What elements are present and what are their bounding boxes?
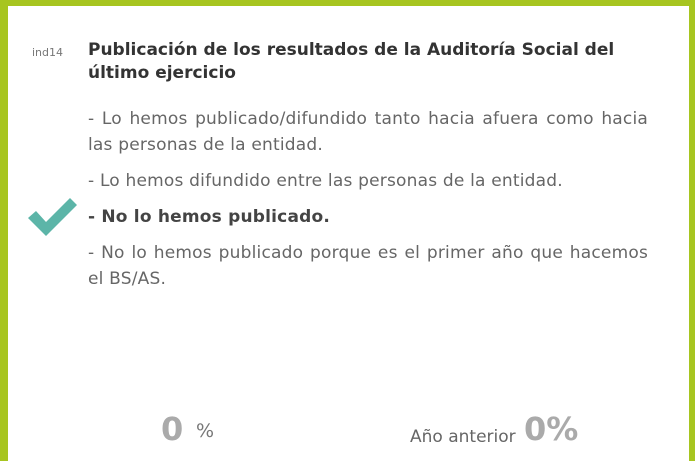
indicator-code: ind14 xyxy=(32,46,64,59)
result-unit: % xyxy=(196,420,215,442)
check-icon xyxy=(28,198,77,236)
previous-label: Año anterior xyxy=(410,427,516,447)
option: - Lo hemos publicado/difundido tanto hac… xyxy=(88,109,648,155)
option: - No lo hemos publicado. xyxy=(88,207,331,227)
previous-value: 0% xyxy=(524,410,579,448)
option: - Lo hemos difundido entre las personas … xyxy=(88,171,563,191)
indicator-title: Publicación de los resultados de la Audi… xyxy=(88,40,615,83)
option: - No lo hemos publicado porque es el pri… xyxy=(88,243,648,289)
options: - Lo hemos publicado/difundido tanto hac… xyxy=(88,106,648,302)
result-value: 0 xyxy=(161,410,184,448)
